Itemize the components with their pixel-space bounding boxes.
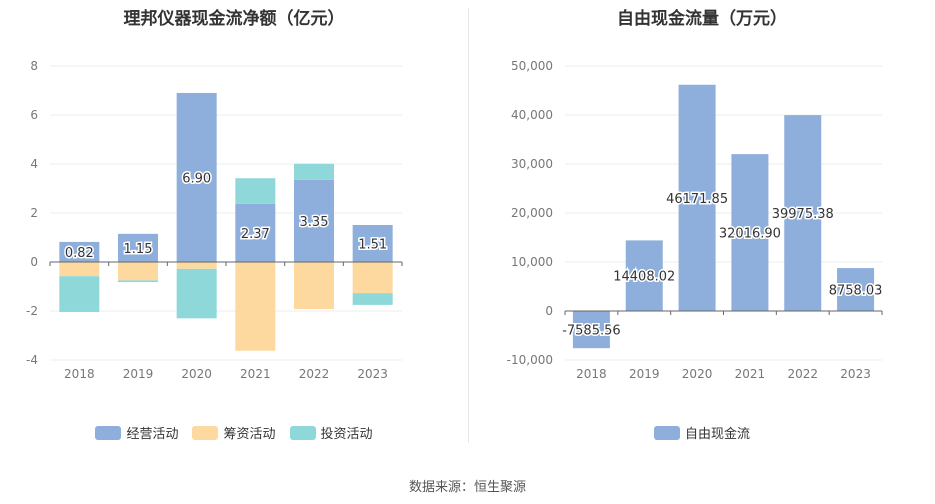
bar (294, 179, 334, 262)
bar (625, 240, 663, 311)
bar (294, 262, 334, 310)
data-label: 46171.85 (666, 192, 728, 207)
y-tick-label: 8 (30, 59, 38, 73)
y-tick-label: 0 (30, 255, 38, 269)
bar (235, 262, 276, 351)
bar (352, 293, 393, 305)
legend-item-free-cash-flow[interactable]: 自由现金流 (653, 423, 750, 442)
data-label: 2.37 (241, 227, 270, 242)
legend-swatch (192, 425, 219, 440)
bar (837, 268, 875, 311)
y-tick-label: 4 (30, 157, 38, 171)
legend-item-operating[interactable]: 经营活动 (95, 423, 178, 442)
legend-swatch (653, 425, 680, 440)
x-tick-label: 2018 (64, 367, 95, 381)
x-tick-label: 2020 (181, 367, 212, 381)
y-tick-label: -10,000 (507, 353, 553, 367)
y-tick-label: 30,000 (511, 157, 553, 171)
cash-flow-net-chart: 理邦仪器现金流净额（亿元） -4 -2 0 2 4 6 8 2018 2019 2020 2021 2… (0, 0, 468, 470)
bar (59, 262, 100, 277)
bar (176, 262, 217, 269)
x-tick-label: 2021 (240, 367, 271, 381)
data-label: 6.90 (182, 171, 211, 186)
y-tick-label: -4 (26, 353, 38, 367)
panel-divider (468, 8, 469, 443)
legend-swatch (95, 425, 122, 440)
bar (235, 178, 276, 204)
bar (59, 276, 100, 312)
legend-item-investing[interactable]: 投资活动 (289, 423, 373, 442)
y-tick-label: 2 (30, 206, 38, 220)
x-tick-label: 2020 (682, 367, 713, 381)
data-label: 14408.02 (613, 270, 675, 285)
bar (118, 262, 158, 281)
x-tick-label: 2019 (123, 367, 154, 381)
bar (118, 233, 158, 262)
data-source: 数据来源：恒生聚源 (408, 480, 526, 495)
legend-label: 投资活动 (320, 427, 373, 442)
legend-item-financing[interactable]: 筹资活动 (192, 423, 276, 442)
data-label: 8758.03 (829, 284, 883, 299)
y-tick-label: -2 (26, 304, 38, 318)
legend: 自由现金流 (469, 423, 935, 442)
y-tick-label: 20,000 (511, 206, 553, 220)
bar (294, 163, 334, 180)
x-tick-label: 2023 (357, 367, 388, 381)
bar (352, 262, 393, 294)
x-tick-label: 2018 (576, 367, 607, 381)
x-tick-label: 2022 (299, 367, 330, 381)
data-label: 1.15 (124, 242, 153, 257)
y-tick-label: 50,000 (511, 59, 553, 73)
x-tick-label: 2021 (735, 367, 766, 381)
data-label: 0.82 (65, 246, 94, 261)
legend-label: 经营活动 (126, 427, 179, 442)
chart-title: 自由现金流量（万元） (617, 9, 787, 29)
data-label: 1.51 (358, 238, 387, 253)
bar (352, 225, 393, 262)
bar (176, 92, 217, 262)
bar (176, 268, 217, 319)
y-tick-label: 6 (30, 108, 38, 122)
data-label: 3.35 (300, 215, 329, 230)
x-tick-label: 2019 (629, 367, 660, 381)
chart-title: 理邦仪器现金流净额（亿元） (123, 9, 345, 29)
data-label: -7585.56 (562, 324, 620, 339)
legend-swatch (289, 425, 316, 440)
legend-label: 筹资活动 (223, 427, 276, 442)
cash-flow-net-plot: -4 -2 0 2 4 6 8 2018 2019 2020 2021 2022 2023 0.82 1.1… (26, 59, 403, 381)
free-cash-flow-plot: -10,000 0 10,000 20,000 30,000 40,000 50,000 20… (507, 59, 884, 381)
x-tick-label: 2023 (840, 367, 871, 381)
bar (784, 115, 822, 311)
bar (678, 84, 716, 311)
y-tick-label: 0 (545, 304, 553, 318)
bar (118, 280, 158, 283)
bar (59, 241, 100, 262)
bar (572, 311, 610, 349)
legend-label: 自由现金流 (684, 427, 750, 442)
free-cash-flow-chart: 自由现金流量（万元） -10,000 0 10,000 20,000 30,000 40,… (469, 0, 935, 470)
y-tick-label: 40,000 (511, 108, 553, 122)
data-label: 39975.38 (772, 207, 834, 222)
legend: 经营活动 筹资活动 投资活动 (0, 423, 468, 442)
x-tick-label: 2022 (787, 367, 818, 381)
bar (731, 154, 769, 311)
y-tick-label: 10,000 (511, 255, 553, 269)
bar (235, 203, 276, 262)
data-label: 32016.90 (719, 227, 781, 242)
